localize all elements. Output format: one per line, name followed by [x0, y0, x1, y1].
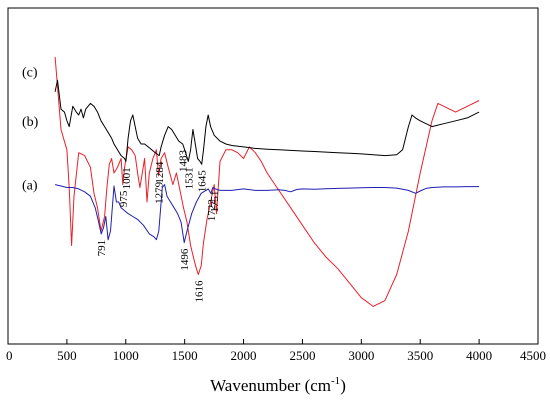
series-line-b — [54, 79, 480, 165]
x-tick-label: 2500 — [289, 348, 315, 363]
peak-annotation: 1483 — [178, 150, 190, 173]
x-tick-label: 1500 — [172, 348, 198, 363]
series-line-a — [54, 184, 480, 244]
trace-label: (c) — [22, 66, 38, 81]
x-tick-label: 500 — [57, 348, 77, 363]
plot-frame — [7, 7, 539, 345]
peak-annotation: 1284 — [154, 161, 166, 184]
x-ticks: 0 500 1000 1500 2000 2500 3000 3500 4000 4500 — [6, 339, 546, 363]
x-tick-label: 0 — [6, 348, 13, 363]
x-tick-label: 3000 — [348, 348, 374, 363]
peak-annotation: 1279 — [154, 181, 166, 204]
trace-label: (b) — [22, 115, 39, 130]
peak-annotation: 1496 — [179, 248, 191, 271]
peak-annotation: 1722 — [206, 199, 218, 221]
peak-annotation: 1616 — [193, 280, 205, 303]
peak-annotation: 1645 — [197, 170, 209, 193]
x-tick-label: 2000 — [231, 348, 257, 363]
x-tick-label: 3500 — [407, 348, 433, 363]
peak-annotation: 791 — [96, 240, 108, 257]
x-tick-label: 1000 — [113, 348, 139, 363]
x-axis-title: Wavenumber (cm-1) — [210, 375, 346, 395]
peak-annotation: 1001 — [121, 167, 133, 189]
peak-annotation: 975 — [118, 190, 130, 207]
x-tick-label: 4000 — [466, 348, 492, 363]
peak-annotation: 1751 — [209, 191, 221, 213]
trace-label: (a) — [22, 179, 38, 194]
series-line-c — [54, 56, 480, 307]
peak-annotation: 1531 — [183, 167, 195, 189]
trace-labels: (c) (b) (a) — [22, 66, 39, 194]
x-tick-label: 4500 — [520, 348, 546, 363]
series-group — [54, 56, 480, 307]
